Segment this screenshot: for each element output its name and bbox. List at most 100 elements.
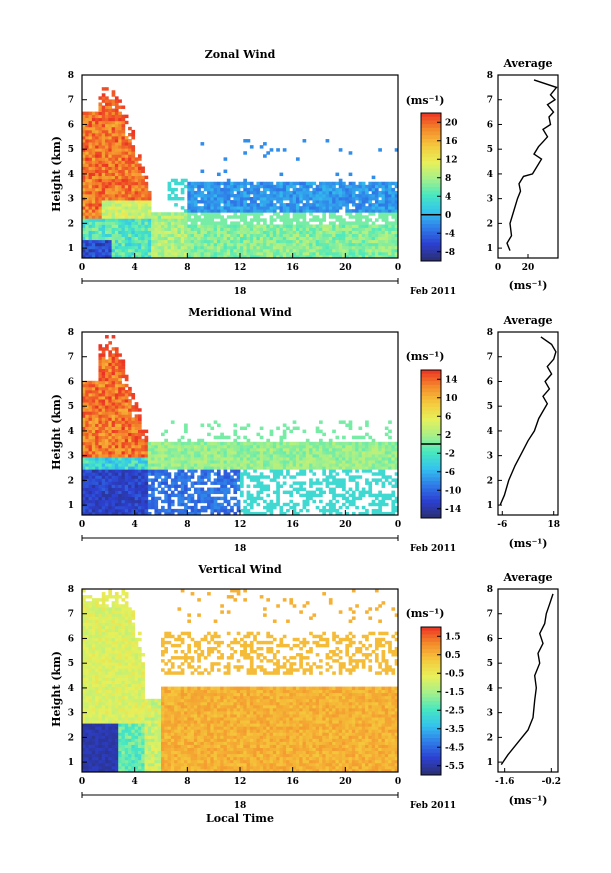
heatmap-cell <box>151 230 155 234</box>
heatmap-cell <box>151 499 155 504</box>
heatmap-cell <box>286 242 290 247</box>
heatmap-cell <box>180 469 185 473</box>
heatmap-cell <box>276 481 280 485</box>
heatmap-cell <box>174 178 178 183</box>
heatmap-cell <box>351 215 356 219</box>
heatmap-cell <box>355 469 359 473</box>
heatmap-cell <box>144 254 149 259</box>
y-axis-label: Height (km) <box>50 136 63 212</box>
heatmap-cell <box>134 206 139 210</box>
heatmap-cell <box>292 233 297 238</box>
heatmap-cell <box>374 218 379 222</box>
heatmap-cell <box>108 215 113 219</box>
heatmap-cell <box>137 251 142 256</box>
heatmap-cell <box>289 460 294 464</box>
heatmap-cell <box>95 441 99 446</box>
heatmap-cell <box>101 426 106 430</box>
heatmap-cell <box>82 475 86 479</box>
heatmap-cell <box>88 132 93 137</box>
heatmap-cell <box>289 245 294 250</box>
heatmap-cell <box>141 200 145 204</box>
heatmap-cell <box>256 203 261 207</box>
heatmap-cell <box>332 478 336 482</box>
heatmap-cell <box>105 129 109 134</box>
heatmap-cell <box>269 429 274 434</box>
heatmap-cell <box>187 454 192 458</box>
heatmap-cell <box>167 184 172 189</box>
heatmap-cell <box>342 454 346 458</box>
heatmap-cell <box>85 248 89 253</box>
heatmap-cell <box>118 224 122 228</box>
profile-y-tick-label: 3 <box>487 195 493 205</box>
heatmap-cell <box>361 505 366 510</box>
heatmap-cell <box>302 254 307 259</box>
heatmap-cell <box>269 245 274 250</box>
heatmap-cell <box>98 184 103 189</box>
heatmap-cell <box>161 460 165 464</box>
heatmap-cell <box>371 242 376 247</box>
heatmap-cell <box>131 187 136 192</box>
heatmap-cell <box>315 230 320 234</box>
heatmap-cell <box>233 236 238 241</box>
heatmap-cell <box>111 429 116 434</box>
heatmap-cell <box>167 457 172 461</box>
heatmap-cell <box>114 438 119 443</box>
heatmap-cell <box>269 251 274 256</box>
heatmap-cell <box>305 493 310 498</box>
heatmap-cell <box>101 371 106 376</box>
heatmap-cell <box>200 200 205 204</box>
heatmap-cell <box>151 218 155 222</box>
heatmap-cell <box>325 184 330 189</box>
heatmap-cell <box>200 248 205 253</box>
heatmap-cell <box>193 224 198 228</box>
heatmap-cell <box>114 236 119 241</box>
heatmap-cell <box>259 206 264 210</box>
heatmap-cell <box>105 402 109 406</box>
heatmap-cell <box>351 493 356 498</box>
heatmap-cell <box>134 405 139 409</box>
heatmap-cell <box>180 463 185 467</box>
heatmap-cell <box>121 499 126 504</box>
heatmap-cell <box>124 377 129 382</box>
heatmap-cell <box>315 447 320 452</box>
heatmap-cell <box>177 242 182 247</box>
heatmap-cell <box>161 508 165 513</box>
heatmap-cell <box>108 499 113 504</box>
heatmap-cell <box>325 230 330 234</box>
heatmap-cell <box>210 190 215 195</box>
heatmap-cell <box>269 441 274 446</box>
heatmap-cell <box>384 478 389 482</box>
heatmap-cell <box>394 206 399 210</box>
heatmap-cell <box>246 438 251 443</box>
colorbar-swatch <box>421 161 441 166</box>
heatmap-cell <box>302 242 307 247</box>
heatmap-cell <box>207 218 211 222</box>
heatmap-cell <box>108 248 113 253</box>
heatmap-cell <box>141 490 145 495</box>
heatmap-cell <box>180 435 185 440</box>
heatmap-cell <box>286 193 290 198</box>
heatmap-cell <box>230 475 234 479</box>
heatmap-cell <box>197 450 201 455</box>
heatmap-cell <box>108 389 113 394</box>
heatmap-cell <box>319 209 323 213</box>
heatmap-cell <box>101 511 106 516</box>
heatmap-cell <box>295 454 300 458</box>
heatmap-cell <box>246 450 251 455</box>
heatmap-cell <box>269 203 274 207</box>
heatmap-cell <box>384 212 389 216</box>
heatmap-cell <box>249 184 254 189</box>
heatmap-cell <box>147 499 152 504</box>
heatmap-cell <box>384 193 389 198</box>
heatmap-cell <box>111 93 116 97</box>
heatmap-cell <box>259 224 264 228</box>
heatmap-cell <box>325 181 330 186</box>
heatmap-cell <box>105 218 109 222</box>
heatmap-cell <box>190 472 195 476</box>
heatmap-cell <box>374 251 379 256</box>
heatmap-cell <box>177 508 182 513</box>
heatmap-cell <box>243 251 247 256</box>
heatmap-cell <box>193 206 198 210</box>
heatmap-cell <box>147 511 152 516</box>
heatmap-cell <box>131 444 136 449</box>
